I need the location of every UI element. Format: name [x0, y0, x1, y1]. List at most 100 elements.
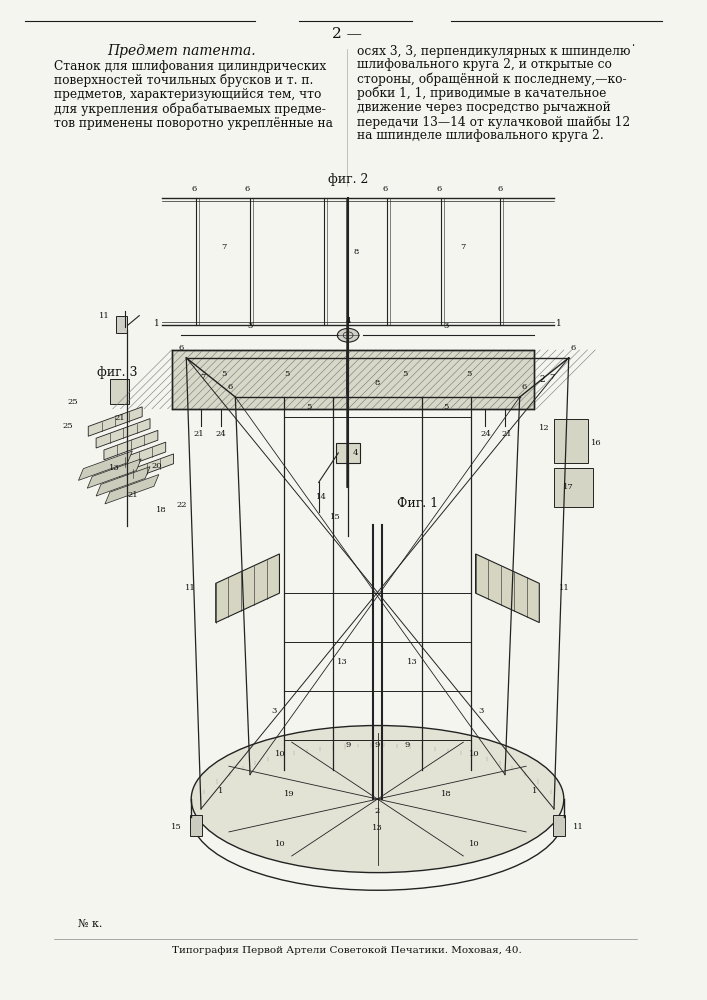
Polygon shape — [216, 554, 279, 623]
Text: шлифовального круга 2, и открытые со: шлифовального круга 2, и открытые со — [357, 58, 612, 71]
Text: 6: 6 — [179, 344, 184, 352]
Text: 5: 5 — [306, 403, 312, 411]
Polygon shape — [105, 475, 159, 504]
Text: 21: 21 — [127, 491, 138, 499]
Text: 9: 9 — [404, 741, 409, 749]
Text: 13: 13 — [407, 658, 418, 666]
Text: Типография Первой Артели Советокой Печатики. Моховая, 40.: Типография Первой Артели Советокой Печат… — [173, 946, 522, 955]
Text: 8: 8 — [375, 379, 380, 387]
Text: 6: 6 — [382, 185, 388, 193]
Text: 3: 3 — [443, 322, 449, 330]
Text: Фиг. 1: Фиг. 1 — [397, 497, 438, 510]
Text: на шпинделе шлифовального круга 2.: на шпинделе шлифовального круга 2. — [357, 129, 604, 142]
Text: 14: 14 — [315, 493, 327, 501]
Text: 1: 1 — [154, 319, 160, 328]
Text: 24: 24 — [480, 430, 491, 438]
Text: 11: 11 — [559, 584, 570, 592]
Text: 2: 2 — [539, 375, 545, 384]
Polygon shape — [87, 459, 141, 488]
Text: 5: 5 — [221, 370, 226, 378]
Text: 2: 2 — [375, 807, 380, 815]
Text: 18: 18 — [440, 790, 452, 798]
Text: 11: 11 — [185, 584, 196, 592]
Bar — [110, 379, 129, 404]
Polygon shape — [119, 454, 173, 483]
Text: 6: 6 — [498, 185, 503, 193]
Text: 10: 10 — [469, 840, 480, 848]
Text: 3: 3 — [271, 707, 276, 715]
Text: 13: 13 — [337, 658, 348, 666]
Polygon shape — [476, 554, 539, 623]
Bar — [190, 815, 202, 836]
Text: для укрепления обрабатываемых предме-: для укрепления обрабатываемых предме- — [54, 102, 326, 116]
Text: 11: 11 — [99, 312, 110, 320]
Polygon shape — [96, 419, 150, 448]
Text: предметов, характеризующийся тем, что: предметов, характеризующийся тем, что — [54, 88, 321, 101]
Text: робки 1, 1, приводимые в качательное: робки 1, 1, приводимые в качательное — [357, 87, 607, 100]
Text: 21: 21 — [115, 414, 125, 422]
Text: 21: 21 — [194, 430, 204, 438]
Text: 10: 10 — [469, 750, 480, 758]
Text: 10: 10 — [275, 840, 286, 848]
Text: тов применены поворотно укреплённые на: тов применены поворотно укреплённые на — [54, 117, 333, 130]
Text: 21: 21 — [502, 430, 513, 438]
Text: 6: 6 — [522, 383, 527, 391]
Text: 5: 5 — [402, 370, 408, 378]
Bar — [553, 815, 565, 836]
Text: 16: 16 — [591, 439, 602, 447]
Bar — [554, 468, 593, 507]
Text: 2 —: 2 — — [332, 27, 362, 41]
Text: 25: 25 — [68, 398, 78, 406]
Text: № к.: № к. — [78, 919, 103, 929]
Text: 4: 4 — [345, 317, 351, 325]
Text: 5: 5 — [443, 403, 449, 411]
Bar — [116, 316, 127, 333]
Text: 3: 3 — [479, 707, 484, 715]
Text: 22: 22 — [176, 501, 187, 509]
Text: поверхностей точильных брусков и т. п.: поверхностей точильных брусков и т. п. — [54, 74, 313, 87]
Text: 6: 6 — [437, 185, 442, 193]
Text: Станок для шлифования цилиндрических: Станок для шлифования цилиндрических — [54, 60, 326, 73]
Text: 9: 9 — [375, 741, 380, 749]
Text: 10: 10 — [275, 750, 286, 758]
Text: 5: 5 — [285, 370, 290, 378]
Text: 13: 13 — [109, 464, 119, 472]
Text: 17: 17 — [563, 483, 574, 491]
Text: 24: 24 — [215, 430, 226, 438]
Ellipse shape — [191, 726, 563, 873]
Text: 18: 18 — [156, 506, 167, 514]
Polygon shape — [96, 467, 150, 496]
Text: 1: 1 — [218, 787, 223, 795]
Text: 9: 9 — [346, 741, 351, 749]
Bar — [337, 443, 360, 463]
Text: Предмет патента.: Предмет патента. — [107, 44, 256, 58]
Text: стороны, обращённой к последнему,—ко-: стороны, обращённой к последнему,—ко- — [357, 72, 626, 86]
Text: 15: 15 — [329, 513, 340, 521]
Text: 6: 6 — [245, 185, 250, 193]
Text: 7: 7 — [221, 243, 226, 251]
Text: 1: 1 — [532, 787, 537, 795]
Text: 8: 8 — [354, 248, 359, 256]
Text: передачи 13—14 от кулачковой шайбы 12: передачи 13—14 от кулачковой шайбы 12 — [357, 115, 630, 129]
Text: 12: 12 — [539, 424, 550, 432]
Text: 6: 6 — [192, 185, 197, 193]
Polygon shape — [88, 407, 142, 436]
Polygon shape — [112, 442, 165, 472]
Text: 7: 7 — [201, 373, 206, 381]
Text: фиг. 2: фиг. 2 — [328, 173, 368, 186]
Text: 4: 4 — [353, 449, 358, 457]
Bar — [172, 350, 534, 409]
Text: 13: 13 — [372, 824, 383, 832]
Text: 7: 7 — [549, 373, 554, 381]
Text: 6: 6 — [228, 383, 233, 391]
Text: 25: 25 — [63, 422, 74, 430]
Text: фиг. 3: фиг. 3 — [98, 366, 138, 379]
Text: 11: 11 — [573, 823, 584, 831]
Text: 6: 6 — [571, 344, 576, 352]
Polygon shape — [104, 430, 158, 460]
Text: 1: 1 — [556, 319, 562, 328]
Ellipse shape — [337, 328, 359, 342]
Text: 5: 5 — [466, 370, 472, 378]
Polygon shape — [78, 451, 132, 480]
Text: 20: 20 — [151, 462, 162, 470]
